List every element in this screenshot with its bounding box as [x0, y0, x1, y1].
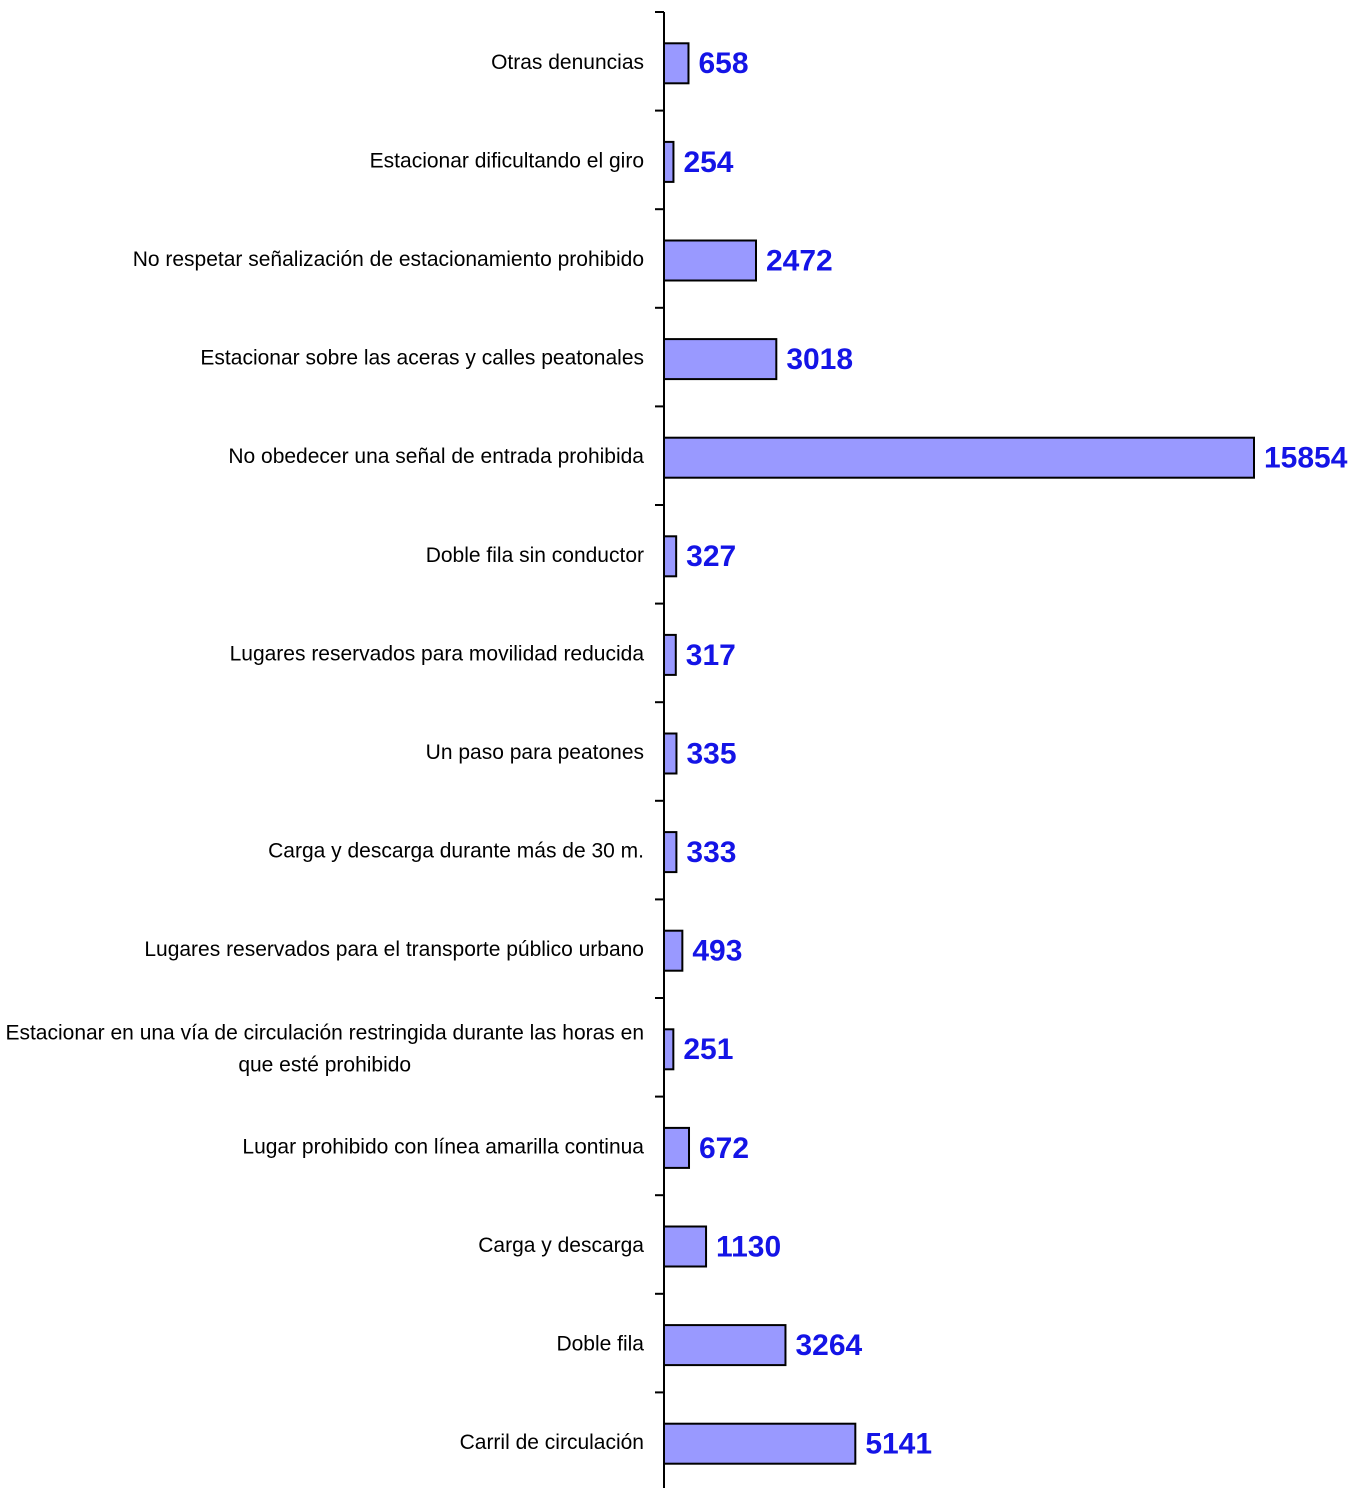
value-label: 333: [686, 836, 736, 869]
category-label: Doble fila sin conductor: [426, 544, 644, 567]
bar: [663, 1028, 675, 1071]
category-label: No obedecer una señal de entrada prohibi…: [228, 445, 644, 468]
value-label: 2472: [766, 244, 833, 277]
value-label: 3018: [786, 343, 853, 376]
category-label: Lugares reservados para el transporte pú…: [144, 938, 644, 961]
value-label: 15854: [1264, 442, 1348, 475]
category-label: Lugares reservados para movilidad reduci…: [230, 642, 645, 665]
bar: [663, 1126, 691, 1169]
bar: [663, 732, 678, 775]
bar: [663, 1225, 708, 1268]
bar: [663, 140, 675, 183]
value-label: 327: [686, 540, 736, 573]
value-label: 658: [698, 47, 748, 80]
category-label: Carril de circulación: [460, 1431, 644, 1454]
category-label: Estacionar en una vía de circulación res…: [5, 1021, 644, 1076]
category-label: Carga y descarga durante más de 30 m.: [268, 840, 644, 863]
value-label: 493: [692, 935, 742, 968]
bar: [663, 1324, 787, 1367]
bar: [663, 1422, 857, 1465]
value-label: 254: [683, 146, 733, 179]
value-label: 1130: [716, 1230, 781, 1263]
value-label: 251: [683, 1033, 733, 1066]
bar: [663, 929, 684, 972]
category-label: Lugar prohibido con línea amarilla conti…: [242, 1135, 644, 1158]
bar: [663, 535, 678, 578]
value-label: 672: [699, 1132, 749, 1165]
bar: [663, 42, 690, 85]
bar: [663, 338, 778, 381]
category-label: Carga y descarga: [478, 1234, 644, 1257]
bar: [663, 831, 678, 874]
bar: [663, 436, 1255, 479]
category-label: Estacionar sobre las aceras y calles pea…: [200, 347, 644, 370]
category-label: Estacionar dificultando el giro: [370, 149, 644, 172]
value-label: 5141: [865, 1428, 932, 1461]
category-label: No respetar señalización de estacionamie…: [133, 248, 644, 271]
value-label: 335: [686, 737, 736, 770]
category-label: Un paso para peatones: [426, 741, 644, 764]
value-label: 3264: [795, 1329, 862, 1362]
category-label: Otras denuncias: [491, 51, 644, 74]
category-label: Doble fila: [556, 1333, 644, 1356]
value-label: 317: [686, 639, 736, 672]
bar: [663, 633, 677, 676]
bar: [663, 239, 757, 282]
